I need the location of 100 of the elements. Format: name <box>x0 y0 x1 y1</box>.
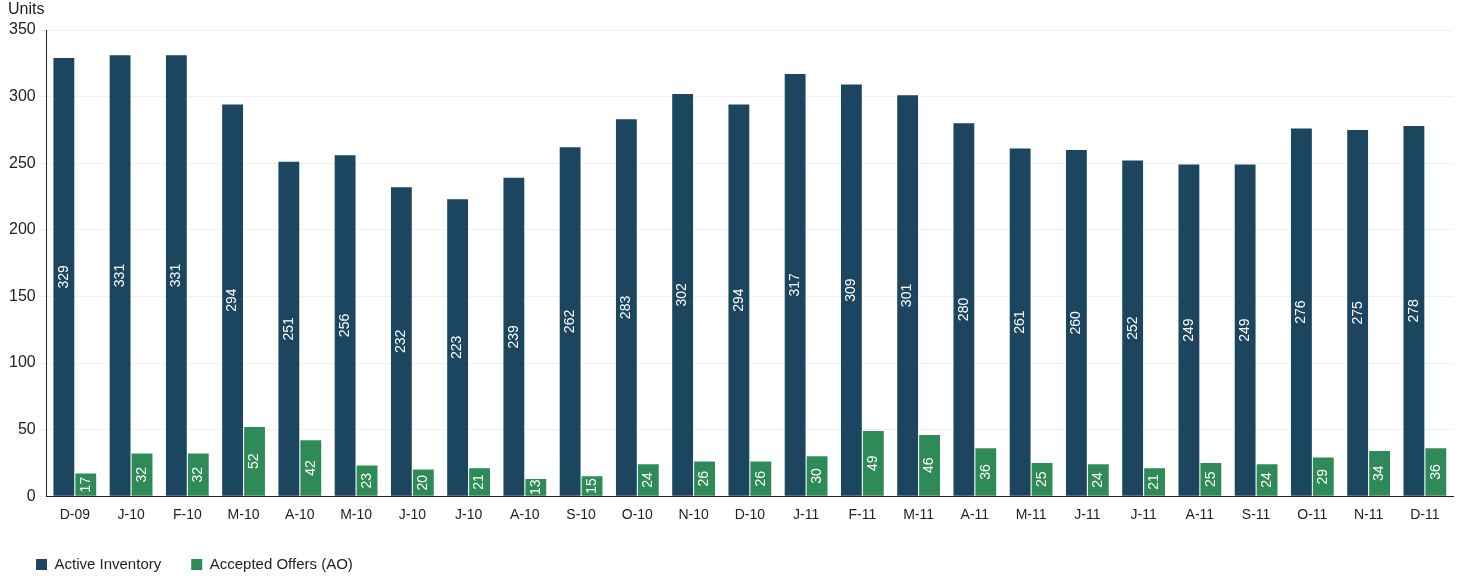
x-tick-label: D-10 <box>734 506 766 523</box>
data-label: 276 <box>1292 300 1309 324</box>
bar <box>953 123 975 496</box>
data-label: 21 <box>470 473 487 490</box>
bar <box>919 434 940 496</box>
x-tick-label: A-11 <box>960 506 990 523</box>
bar <box>1290 128 1312 496</box>
bar <box>334 155 356 496</box>
bar <box>165 55 187 496</box>
data-label: 317 <box>785 272 802 297</box>
data-label: 278 <box>1404 298 1421 323</box>
bar <box>447 199 469 496</box>
data-label: 52 <box>245 453 262 470</box>
data-label: 24 <box>1257 471 1274 488</box>
data-label: 249 <box>1179 318 1196 342</box>
bar <box>862 430 884 496</box>
bar <box>1065 149 1087 496</box>
bar <box>53 57 75 496</box>
x-tick-label: M-11 <box>1015 506 1047 523</box>
bar <box>1178 164 1200 496</box>
data-label: 13 <box>526 479 543 496</box>
x-tick-label: F-10 <box>172 506 202 523</box>
bar <box>1403 125 1425 496</box>
y-tick-label: 250 <box>8 153 36 171</box>
data-label: 26 <box>695 470 712 487</box>
bar <box>278 161 300 496</box>
data-label: 294 <box>223 288 240 312</box>
bar <box>1425 448 1447 496</box>
bar <box>975 448 997 496</box>
data-label: 280 <box>954 297 971 322</box>
data-label: 29 <box>1314 468 1331 485</box>
bar <box>503 177 525 496</box>
x-tick-label: J-11 <box>1074 506 1101 523</box>
data-label: 26 <box>751 470 768 487</box>
bar <box>728 104 750 496</box>
x-tick-label: S-10 <box>566 506 597 523</box>
legend-label: Active Inventory <box>54 554 162 572</box>
x-tick-label: J-10 <box>454 506 483 523</box>
data-label: 275 <box>1348 300 1365 325</box>
data-label: 20 <box>414 474 431 491</box>
y-tick-label: 0 <box>26 486 36 504</box>
bar <box>840 84 862 496</box>
data-label: 256 <box>335 313 352 338</box>
legend-label: Accepted Offers (AO) <box>209 554 353 572</box>
data-label: 261 <box>1011 310 1027 334</box>
data-label: 294 <box>729 288 746 312</box>
x-tick-label: O-10 <box>621 506 654 523</box>
y-tick-label: 200 <box>8 220 36 238</box>
x-tick-label: N-11 <box>1353 506 1384 523</box>
y-axis-title: Units <box>8 0 45 18</box>
data-label: 329 <box>54 264 71 289</box>
data-label: 23 <box>357 472 374 489</box>
data-label: 24 <box>639 471 656 488</box>
y-tick-label: 100 <box>8 353 36 371</box>
data-label: 223 <box>448 335 465 360</box>
data-label: 32 <box>132 466 149 483</box>
data-label: 32 <box>189 466 206 483</box>
bar <box>1234 164 1256 496</box>
data-label: 36 <box>976 463 993 480</box>
data-label: 262 <box>560 309 577 334</box>
data-label: 251 <box>279 316 296 341</box>
data-label: 283 <box>617 295 634 320</box>
data-label: 331 <box>110 263 127 288</box>
x-tick-label: D-09 <box>59 506 91 523</box>
data-label: 260 <box>1067 310 1084 335</box>
data-label: 252 <box>1123 316 1140 340</box>
bar <box>1347 129 1369 496</box>
x-tick-label: M-10 <box>340 506 373 523</box>
bar <box>784 73 806 496</box>
data-label: 36 <box>1426 463 1443 480</box>
x-tick-label: M-11 <box>903 506 935 523</box>
x-tick-label: A-11 <box>1185 506 1215 523</box>
data-label: 30 <box>807 467 824 484</box>
bar <box>615 119 637 496</box>
x-tick-label: J-10 <box>117 506 145 523</box>
bar <box>109 55 131 496</box>
data-label: 24 <box>1089 471 1106 488</box>
data-label: 25 <box>1032 471 1049 488</box>
data-label: 42 <box>301 459 318 476</box>
x-tick-label: N-10 <box>678 506 709 523</box>
data-label: 46 <box>920 457 937 474</box>
bar <box>300 440 322 496</box>
bar <box>672 93 694 496</box>
y-tick-label: 150 <box>8 286 36 304</box>
data-label: 301 <box>898 283 915 308</box>
data-label: 25 <box>1201 471 1218 488</box>
bar <box>244 426 265 496</box>
bar <box>1369 450 1391 496</box>
data-label: 309 <box>842 278 859 302</box>
x-tick-label: A-10 <box>510 506 540 523</box>
data-label: 21 <box>1145 473 1162 490</box>
y-tick-label: 300 <box>8 87 36 105</box>
bar <box>1122 160 1144 496</box>
data-label: 302 <box>673 282 690 307</box>
x-tick-label: F-11 <box>848 506 877 523</box>
y-tick-label: 50 <box>17 420 36 438</box>
x-tick-label: S-11 <box>1241 506 1271 523</box>
x-tick-label: M-10 <box>227 506 260 523</box>
x-tick-label: J-11 <box>1130 506 1157 523</box>
bar <box>559 147 581 496</box>
